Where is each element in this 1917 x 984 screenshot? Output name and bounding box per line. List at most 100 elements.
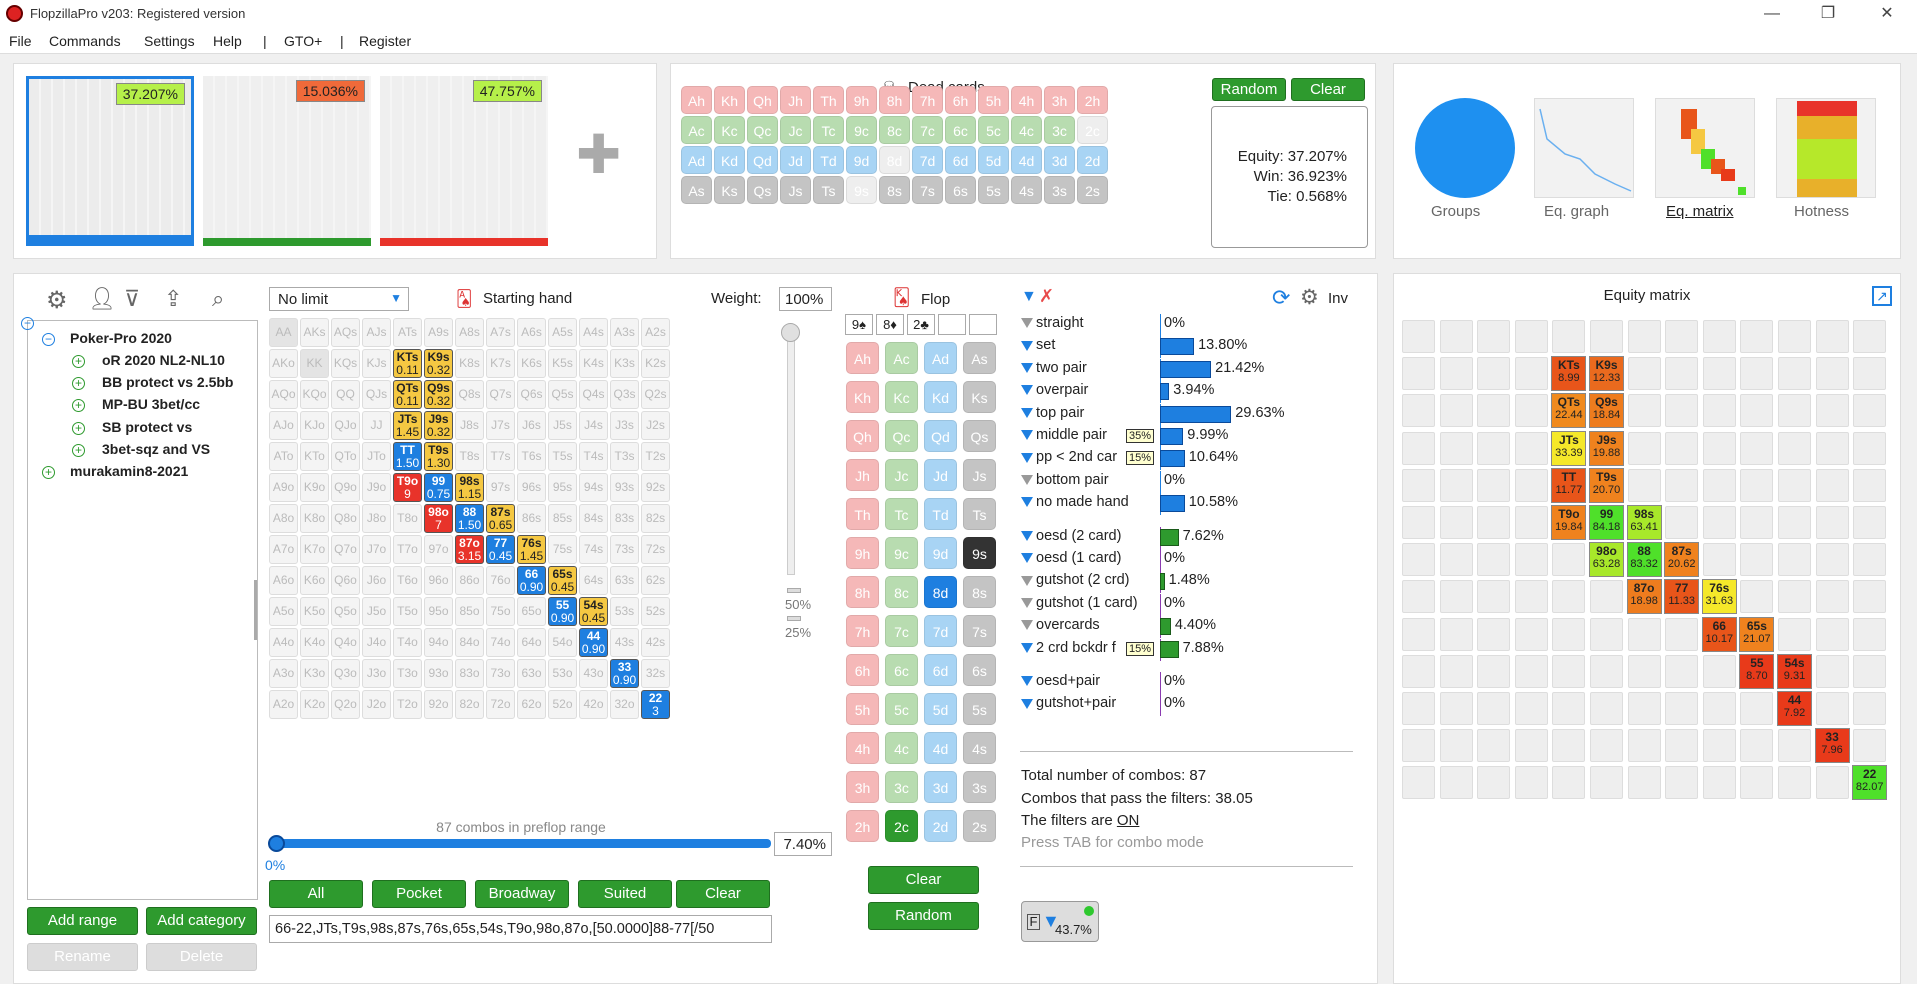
add-category-button[interactable]: Add category <box>146 907 257 935</box>
hand-cell[interactable]: A5o <box>269 597 298 626</box>
add-range-plus-icon[interactable]: ✚ <box>576 125 622 185</box>
menu-help[interactable]: Help <box>213 33 242 49</box>
hand-cell[interactable]: 72s <box>641 535 670 564</box>
hand-cell[interactable]: Q3o <box>331 659 360 688</box>
hand-cell[interactable]: 62s <box>641 566 670 595</box>
dead-card[interactable]: Ts <box>813 176 844 204</box>
range-thumb-3[interactable]: 47.757% <box>380 76 548 246</box>
hand-cell[interactable]: A7s <box>486 318 515 347</box>
dead-card[interactable]: Ad <box>681 146 712 174</box>
hand-cell[interactable]: J5o <box>362 597 391 626</box>
hand-cell[interactable]: 22 3 <box>641 690 670 719</box>
flop-card[interactable]: 9s <box>963 537 996 569</box>
eq-cell[interactable]: 77 11.33 <box>1664 579 1700 615</box>
hand-cell[interactable]: 42s <box>641 628 670 657</box>
flop-card[interactable]: Kh <box>846 381 879 413</box>
flop-card[interactable]: 8s <box>963 576 996 608</box>
flop-card[interactable]: 5d <box>924 693 957 725</box>
eq-cell[interactable]: J9s 19.88 <box>1589 430 1624 466</box>
dead-card[interactable]: Kc <box>714 116 745 144</box>
hand-cell[interactable]: K7s <box>486 349 515 378</box>
hand-cell[interactable]: J8o <box>362 504 391 533</box>
hand-cell[interactable]: AQs <box>331 318 360 347</box>
delete-button[interactable]: Delete <box>146 943 257 971</box>
hand-cell[interactable]: T8s <box>455 442 484 471</box>
maximize-icon[interactable]: ❐ <box>1820 5 1836 22</box>
filter-combo-button[interactable]: F 43.7% ▼ <box>1021 901 1099 942</box>
filter-tag[interactable]: 15% <box>1126 451 1155 466</box>
hand-cell[interactable]: KTs 0.11 <box>393 349 422 378</box>
menu-settings[interactable]: Settings <box>144 33 195 49</box>
filter-settings-gear-icon[interactable]: ⚙ <box>1300 286 1319 309</box>
hand-cell[interactable]: 52o <box>548 690 577 719</box>
hand-cell[interactable]: Q8s <box>455 380 484 409</box>
hand-cell[interactable]: AJs <box>362 318 391 347</box>
expand-icon[interactable]: + <box>72 422 85 435</box>
hand-cell[interactable]: T6o <box>393 566 422 595</box>
dead-card[interactable]: Ac <box>681 116 712 144</box>
hand-cell[interactable]: 88 1.50 <box>455 504 484 533</box>
flop-card[interactable]: 2s <box>963 810 996 842</box>
weight-25-marker[interactable] <box>787 616 801 621</box>
clear-filters-icon[interactable]: ✗ <box>1039 286 1055 306</box>
dead-card[interactable]: Tc <box>813 116 844 144</box>
eq-cell[interactable]: 66 10.17 <box>1701 616 1737 652</box>
dead-card[interactable]: Jc <box>780 116 811 144</box>
dead-card[interactable]: Th <box>813 86 844 114</box>
hand-cell[interactable]: AJo <box>269 411 298 440</box>
hand-cell[interactable]: AKs <box>300 318 329 347</box>
hand-cell[interactable]: A6s <box>517 318 546 347</box>
hand-cell[interactable]: A2s <box>641 318 670 347</box>
filter-funnel-icon[interactable] <box>1021 407 1033 418</box>
hand-cell[interactable]: 52s <box>641 597 670 626</box>
weight-input[interactable]: 100% <box>779 287 832 311</box>
hand-cell[interactable]: J4o <box>362 628 391 657</box>
hand-cell[interactable]: 63o <box>517 659 546 688</box>
flop-card[interactable]: Qc <box>885 420 918 452</box>
dead-card[interactable]: 9d <box>846 146 877 174</box>
hand-cell[interactable]: J5s <box>548 411 577 440</box>
minimize-icon[interactable]: — <box>1764 5 1780 22</box>
flop-card[interactable]: 3s <box>963 771 996 803</box>
inv-toggle[interactable]: Inv <box>1328 290 1349 307</box>
tree-item[interactable]: SB protect vs <box>102 419 193 435</box>
hand-cell[interactable]: JTo <box>362 442 391 471</box>
flop-card[interactable]: 6c <box>885 654 918 686</box>
hand-cell[interactable]: T6s <box>517 442 546 471</box>
rename-button[interactable]: Rename <box>27 943 138 971</box>
flop-card[interactable]: 5c <box>885 693 918 725</box>
tree-item[interactable]: 3bet-sqz and VS <box>102 441 211 457</box>
flop-card[interactable]: 3d <box>924 771 957 803</box>
flop-card[interactable]: Tc <box>885 498 918 530</box>
dead-card[interactable]: Qc <box>747 116 778 144</box>
dead-card[interactable]: 2h <box>1077 86 1108 114</box>
hand-cell[interactable]: T8o <box>393 504 422 533</box>
hand-cell[interactable]: 93o <box>424 659 453 688</box>
hand-cell[interactable]: A3o <box>269 659 298 688</box>
dead-card[interactable]: Qd <box>747 146 778 174</box>
hand-cell[interactable]: A6o <box>269 566 298 595</box>
eq-cell[interactable]: 65s 21.07 <box>1739 616 1775 652</box>
hand-cell[interactable]: K8s <box>455 349 484 378</box>
hand-cell[interactable]: QJs <box>362 380 391 409</box>
hand-cell[interactable]: 65s 0.45 <box>548 566 577 595</box>
flop-card[interactable]: 9h <box>846 537 879 569</box>
hand-cell[interactable]: 42o <box>579 690 608 719</box>
hand-cell[interactable]: 62o <box>517 690 546 719</box>
flop-card[interactable]: 4h <box>846 732 879 764</box>
eq-cell[interactable]: QTs 22.44 <box>1551 393 1587 429</box>
hand-cell[interactable]: 86s <box>517 504 546 533</box>
dead-card[interactable]: 5c <box>978 116 1009 144</box>
hand-cell[interactable]: 99 0.75 <box>424 473 453 502</box>
hand-cell[interactable]: 32s <box>641 659 670 688</box>
collapse-icon[interactable]: − <box>42 333 55 346</box>
flop-card-2[interactable]: 8♦ <box>876 314 904 335</box>
flop-card[interactable]: Qs <box>963 420 996 452</box>
hand-cell[interactable]: 96o <box>424 566 453 595</box>
limit-select[interactable]: No limit ▼ <box>269 287 409 311</box>
flop-card[interactable]: 2d <box>924 810 957 842</box>
menu-gto[interactable]: GTO+ <box>284 33 323 49</box>
hand-cell[interactable]: 43s <box>610 628 639 657</box>
hand-cell[interactable]: TT 1.50 <box>393 442 422 471</box>
suited-button[interactable]: Suited <box>578 880 672 908</box>
